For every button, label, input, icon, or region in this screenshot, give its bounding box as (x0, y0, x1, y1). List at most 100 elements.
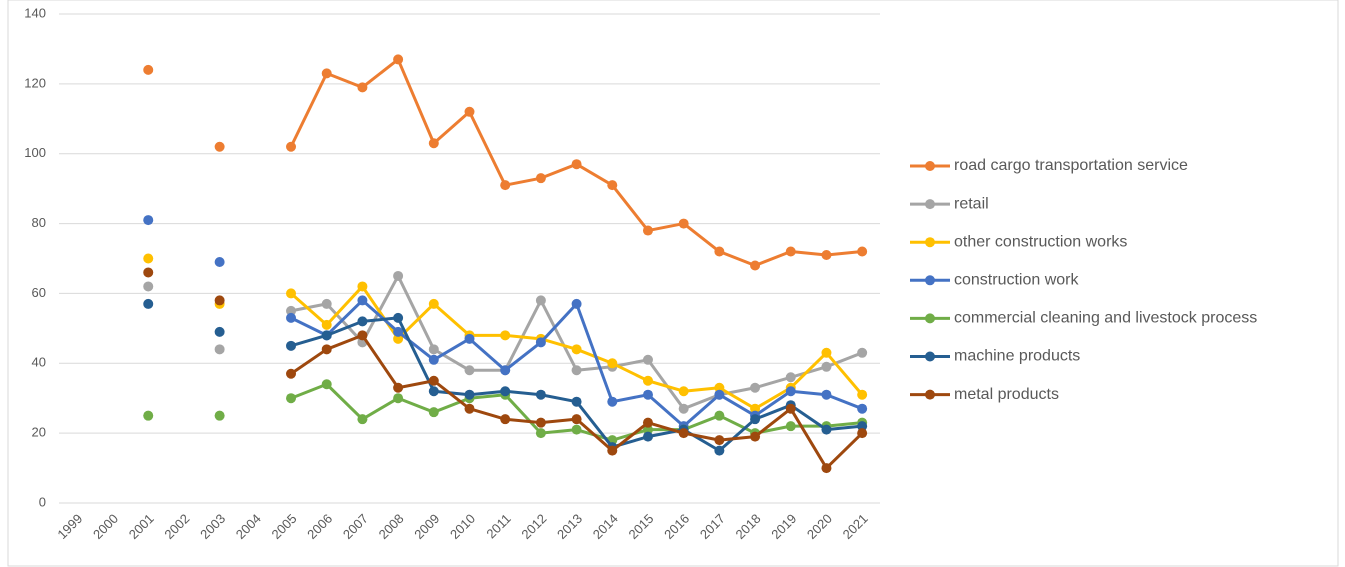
legend-label: road cargo transportation service (954, 157, 1188, 174)
data-point (428, 407, 439, 418)
data-point (393, 382, 404, 393)
data-point (571, 344, 582, 355)
data-point (821, 361, 832, 372)
data-point (321, 330, 332, 341)
data-point (678, 403, 689, 414)
data-point (286, 340, 297, 351)
data-point (607, 445, 618, 456)
chart-frame (7, 0, 1339, 567)
data-point (642, 375, 653, 386)
data-point (750, 260, 761, 271)
data-point (714, 445, 725, 456)
data-point (321, 319, 332, 330)
data-point (357, 414, 368, 425)
legend-marker (925, 351, 935, 362)
legend-label: construction work (954, 272, 1079, 289)
data-point (214, 326, 225, 337)
data-point (857, 389, 868, 400)
y-tick-label: 0 (39, 494, 46, 509)
data-point (214, 295, 225, 306)
data-point (428, 375, 439, 386)
data-point (535, 173, 546, 184)
data-point (464, 365, 475, 376)
data-point (642, 354, 653, 365)
y-tick-label: 40 (32, 355, 46, 370)
data-point (857, 403, 868, 414)
data-point (214, 410, 225, 421)
data-point (785, 421, 796, 432)
data-point (214, 344, 225, 355)
data-point (785, 403, 796, 414)
legend-marker (925, 313, 935, 324)
data-point (785, 246, 796, 257)
data-point (714, 410, 725, 421)
data-point (428, 344, 439, 355)
data-point (357, 295, 368, 306)
y-tick-label: 120 (24, 75, 46, 90)
data-point (214, 141, 225, 152)
data-point (500, 386, 511, 397)
data-point (143, 281, 154, 292)
data-point (678, 218, 689, 229)
data-point (821, 389, 832, 400)
data-point (571, 159, 582, 170)
legend-marker (925, 199, 935, 210)
data-point (357, 316, 368, 327)
data-point (500, 330, 511, 341)
data-point (750, 414, 761, 425)
data-point (821, 424, 832, 435)
data-point (714, 389, 725, 400)
data-point (464, 333, 475, 344)
data-point (571, 414, 582, 425)
data-point (821, 347, 832, 358)
data-point (642, 389, 653, 400)
data-point (750, 382, 761, 393)
data-point (857, 246, 868, 257)
data-point (464, 106, 475, 117)
data-point (857, 428, 868, 439)
data-point (143, 298, 154, 309)
data-point (143, 410, 154, 421)
data-point (607, 396, 618, 407)
data-point (857, 421, 868, 432)
data-point (393, 333, 404, 344)
data-point (571, 365, 582, 376)
data-point (286, 288, 297, 299)
data-point (286, 393, 297, 404)
y-tick-label: 140 (24, 5, 46, 20)
data-point (714, 246, 725, 257)
data-point (393, 393, 404, 404)
data-point (535, 295, 546, 306)
data-point (286, 305, 297, 316)
data-point (143, 215, 154, 226)
data-point (500, 180, 511, 191)
data-point (571, 298, 582, 309)
y-tick-label: 60 (32, 285, 46, 300)
data-point (286, 368, 297, 379)
data-point (535, 389, 546, 400)
data-point (286, 312, 297, 323)
data-point (535, 417, 546, 428)
data-point (607, 180, 618, 191)
data-point (321, 344, 332, 355)
data-point (500, 365, 511, 376)
legend-label: commercial cleaning and livestock proces… (954, 310, 1257, 327)
data-point (571, 396, 582, 407)
data-point (143, 253, 154, 264)
data-point (642, 225, 653, 236)
data-point (143, 267, 154, 278)
data-point (535, 428, 546, 439)
data-point (357, 281, 368, 292)
data-point (571, 424, 582, 435)
data-point (678, 386, 689, 397)
data-point (642, 424, 653, 435)
data-point (428, 138, 439, 149)
data-point (321, 298, 332, 309)
legend-label: other construction works (954, 233, 1127, 250)
data-point (642, 431, 653, 442)
data-point (428, 298, 439, 309)
y-tick-label: 20 (32, 425, 46, 440)
data-point (750, 431, 761, 442)
data-point (857, 347, 868, 358)
